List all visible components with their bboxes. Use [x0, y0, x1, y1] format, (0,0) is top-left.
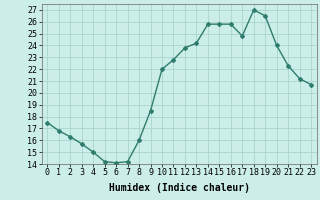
X-axis label: Humidex (Indice chaleur): Humidex (Indice chaleur) [109, 183, 250, 193]
